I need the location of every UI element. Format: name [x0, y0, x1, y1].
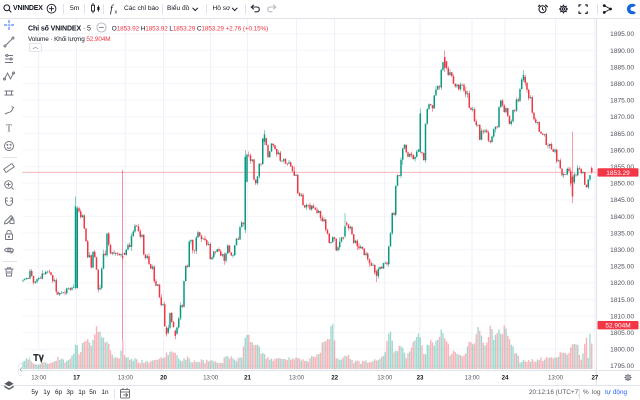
svg-text:1880.00: 1880.00: [610, 81, 634, 88]
svg-text:1815.00: 1815.00: [610, 297, 634, 304]
svg-text:1845.00: 1845.00: [610, 197, 634, 204]
svg-text:1890.00: 1890.00: [610, 48, 634, 55]
svg-text:x: x: [115, 9, 118, 15]
svg-text:13:00: 13:00: [465, 375, 481, 382]
svg-text:1825.00: 1825.00: [610, 264, 634, 271]
svg-text:27: 27: [591, 375, 598, 382]
svg-text:13:00: 13:00: [548, 375, 564, 382]
svg-text:1840.00: 1840.00: [610, 214, 634, 221]
svg-text:1835.00: 1835.00: [610, 230, 634, 237]
svg-text:20: 20: [160, 375, 167, 382]
svg-text:1860.00: 1860.00: [610, 147, 634, 154]
svg-text:1885.00: 1885.00: [610, 64, 634, 71]
svg-text:13:00: 13:00: [289, 375, 305, 382]
svg-text:1800.00: 1800.00: [610, 347, 634, 354]
svg-text:1850.00: 1850.00: [610, 181, 634, 188]
svg-text:f: f: [110, 4, 114, 15]
svg-text:13:00: 13:00: [31, 375, 47, 382]
svg-text:23: 23: [417, 375, 424, 382]
svg-text:13:00: 13:00: [118, 375, 134, 382]
svg-text:1810.00: 1810.00: [610, 313, 634, 320]
svg-text:1820.00: 1820.00: [610, 280, 634, 287]
svg-text:22: 22: [331, 375, 338, 382]
svg-text:1853.29: 1853.29: [606, 170, 630, 177]
svg-text:24: 24: [502, 375, 509, 382]
svg-text:1865.00: 1865.00: [610, 131, 634, 138]
svg-text:1805.00: 1805.00: [610, 330, 634, 337]
svg-text:1855.00: 1855.00: [610, 164, 634, 171]
svg-text:1870.00: 1870.00: [610, 114, 634, 121]
svg-text:21: 21: [244, 375, 251, 382]
svg-text:13:00: 13:00: [377, 375, 393, 382]
svg-text:13:00: 13:00: [203, 375, 219, 382]
svg-text:1830.00: 1830.00: [610, 247, 634, 254]
svg-text:1895.00: 1895.00: [610, 31, 634, 38]
svg-text:T: T: [6, 124, 13, 135]
svg-text:1875.00: 1875.00: [610, 98, 634, 105]
svg-text:17: 17: [73, 375, 80, 382]
svg-text:52.904M: 52.904M: [605, 323, 630, 330]
svg-text:1795.00: 1795.00: [610, 363, 634, 370]
